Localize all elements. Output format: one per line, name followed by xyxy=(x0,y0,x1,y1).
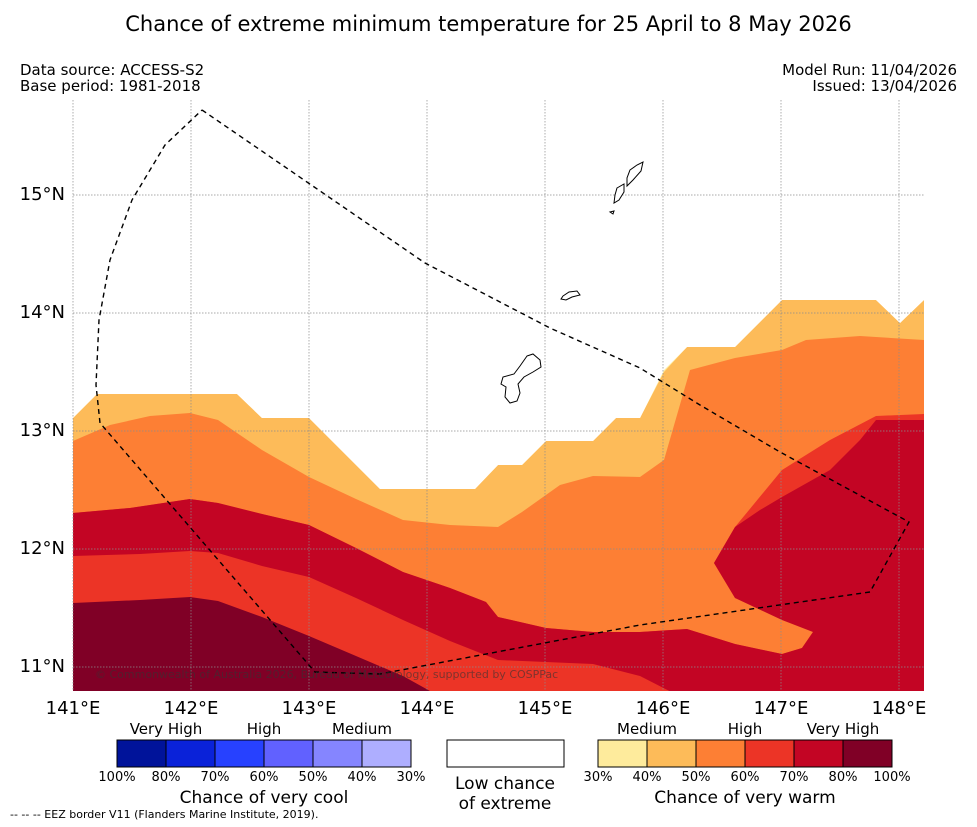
issued-date: Issued: 13/04/2026 xyxy=(812,77,957,95)
lat-label-14n: 14°N xyxy=(19,302,65,323)
data-source: Data source: ACCESS-S2 xyxy=(20,61,205,79)
legend-warm-tick: 60% xyxy=(730,770,760,785)
legend-warm-tick: 30% xyxy=(583,770,613,785)
legend-cool-high: High xyxy=(246,720,282,738)
legend-cool-very-high: Very High xyxy=(129,720,203,738)
zone-extreme-warm xyxy=(73,597,430,691)
legend-cool-bar xyxy=(116,739,412,768)
island-saipan xyxy=(626,161,644,188)
island-aguijan xyxy=(608,210,615,215)
legend-warm-swatch-70-80 xyxy=(793,739,844,768)
legend-cool-tick: 40% xyxy=(347,770,377,785)
legend-warm-tick: 100% xyxy=(873,770,911,785)
legend-warm-tick: 50% xyxy=(681,770,711,785)
island-tinian xyxy=(613,183,625,204)
footnote: -- -- -- EEZ border V11 (Flanders Marine… xyxy=(10,808,319,821)
probability-fill xyxy=(73,100,924,691)
lon-label-147e: 147°E xyxy=(753,698,809,719)
legend-cool-tick: 60% xyxy=(249,770,279,785)
islands xyxy=(500,161,644,404)
zone-low-chance xyxy=(73,100,924,489)
legend-warm-swatch-80-100 xyxy=(842,739,893,768)
lat-label-11n: 11°N xyxy=(19,656,65,677)
lon-label-142e: 142°E xyxy=(163,698,219,719)
lon-label-144e: 144°E xyxy=(399,698,455,719)
legend-warm-swatch-40-50 xyxy=(646,739,697,768)
legend-cool-tick: 80% xyxy=(151,770,181,785)
lon-label-148e: 148°E xyxy=(871,698,927,719)
legend-warm-title: Chance of very warm xyxy=(654,788,836,808)
lat-label-12n: 12°N xyxy=(19,538,65,559)
legend-warm-bar xyxy=(597,739,893,768)
lon-label-141e: 141°E xyxy=(45,698,101,719)
legend-warm-high: High xyxy=(727,720,763,738)
lat-label-13n: 13°N xyxy=(19,420,65,441)
legend-cool-swatch-60-50 xyxy=(263,739,314,768)
legend-cool-swatch-40-30 xyxy=(361,739,412,768)
legend-cool-swatch-100-80 xyxy=(116,739,167,768)
graticule xyxy=(72,100,924,691)
zone-very-high-warm xyxy=(73,420,924,691)
base-period: Base period: 1981-2018 xyxy=(20,77,201,95)
legend-warm-swatch-60-70 xyxy=(744,739,795,768)
eez-border xyxy=(95,109,910,675)
legend-low-chance-line2: of extreme xyxy=(458,794,552,814)
meta-right: Model Run: 11/04/2026 Issued: 13/04/2026 xyxy=(782,62,957,94)
legend-cool-tick: 100% xyxy=(98,770,136,785)
legend-cool-medium: Medium xyxy=(332,720,392,738)
legend-low-chance-box xyxy=(446,739,565,768)
meta-left: Data source: ACCESS-S2 Base period: 1981… xyxy=(20,62,204,94)
lon-label-145e: 145°E xyxy=(517,698,573,719)
legend-cool-swatch-70-60 xyxy=(214,739,265,768)
lat-label-15n: 15°N xyxy=(19,184,65,205)
legend-cool-swatch-50-40 xyxy=(312,739,363,768)
island-rota xyxy=(560,290,581,301)
legend-cool-title: Chance of very cool xyxy=(179,788,349,808)
legend-warm-tick: 70% xyxy=(779,770,809,785)
legend-warm-tick: 80% xyxy=(828,770,858,785)
legend-warm-swatch-50-60 xyxy=(695,739,746,768)
island-guam xyxy=(500,353,542,404)
model-run: Model Run: 11/04/2026 xyxy=(782,61,957,79)
legend-warm-swatch-30-40 xyxy=(597,739,648,768)
legend-warm-tick: 40% xyxy=(632,770,662,785)
copyright-text: © Commonwealth of Australia 2026, Bureau… xyxy=(95,668,558,681)
legend-cool-tick: 30% xyxy=(396,770,426,785)
legend-low-chance-line1: Low chance xyxy=(455,774,555,794)
lon-label-143e: 143°E xyxy=(281,698,337,719)
legend-cool-tick: 70% xyxy=(200,770,230,785)
page-title: Chance of extreme minimum temperature fo… xyxy=(125,12,852,36)
lon-label-146e: 146°E xyxy=(635,698,691,719)
legend-warm-medium: Medium xyxy=(617,720,677,738)
legend-cool-tick: 50% xyxy=(298,770,328,785)
legend-cool-swatch-80-70 xyxy=(165,739,216,768)
zone-high-vh-warm xyxy=(73,414,924,691)
legend-warm-very-high: Very High xyxy=(806,720,880,738)
